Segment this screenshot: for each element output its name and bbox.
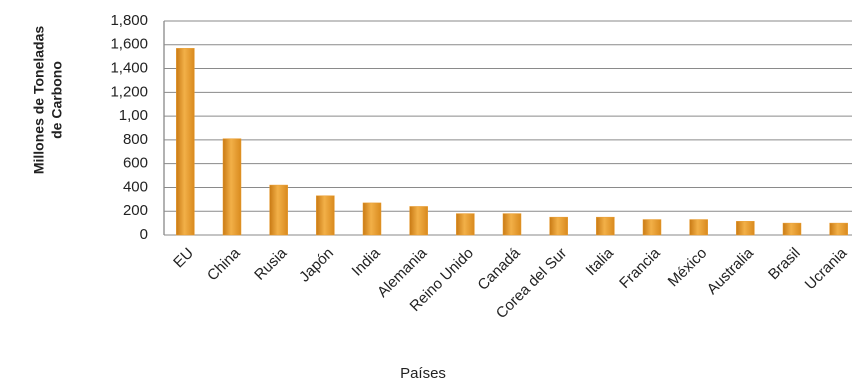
bar <box>222 138 242 236</box>
x-tick-label: México <box>665 245 711 291</box>
bar <box>502 213 522 236</box>
bar <box>456 213 475 236</box>
y-tick-label: 1,200 <box>110 83 148 100</box>
y-axis-title: de Carbono <box>49 61 65 139</box>
bar <box>736 221 755 236</box>
bar <box>269 184 288 236</box>
y-tick-label: 1,00 <box>119 107 148 124</box>
x-tick-label: EU <box>170 245 197 272</box>
x-tick-label: Francia <box>616 244 664 292</box>
x-tick-label: Japón <box>296 245 337 286</box>
y-tick-label: 600 <box>123 155 148 172</box>
y-tick-label: 1,600 <box>110 36 148 53</box>
bar <box>176 48 195 236</box>
x-tick-label: China <box>204 244 244 284</box>
y-tick-label: 200 <box>123 202 148 219</box>
bar <box>642 219 662 236</box>
y-tick-label: 1,400 <box>110 60 148 77</box>
x-tick-label: Italia <box>583 244 618 279</box>
bar <box>549 216 568 236</box>
y-tick-label: 400 <box>123 178 148 195</box>
y-tick-label: 800 <box>123 131 148 148</box>
y-tick-label: 0 <box>140 226 148 243</box>
x-axis-title: Países <box>400 365 446 382</box>
x-tick-label: Australia <box>704 244 758 298</box>
x-tick-label: Brasil <box>765 245 804 284</box>
bar <box>362 202 382 236</box>
bar <box>409 206 428 236</box>
x-tick-label: India <box>349 244 384 279</box>
bar <box>782 222 802 236</box>
x-tick-label: Ucrania <box>802 244 851 293</box>
x-tick-label: Rusia <box>251 244 291 284</box>
bar <box>596 216 615 236</box>
y-tick-label: 1,800 <box>110 12 148 29</box>
y-axis-title: Millones de Toneladas <box>31 26 47 175</box>
bar <box>829 222 848 236</box>
bar <box>689 219 708 236</box>
bar <box>316 195 335 236</box>
